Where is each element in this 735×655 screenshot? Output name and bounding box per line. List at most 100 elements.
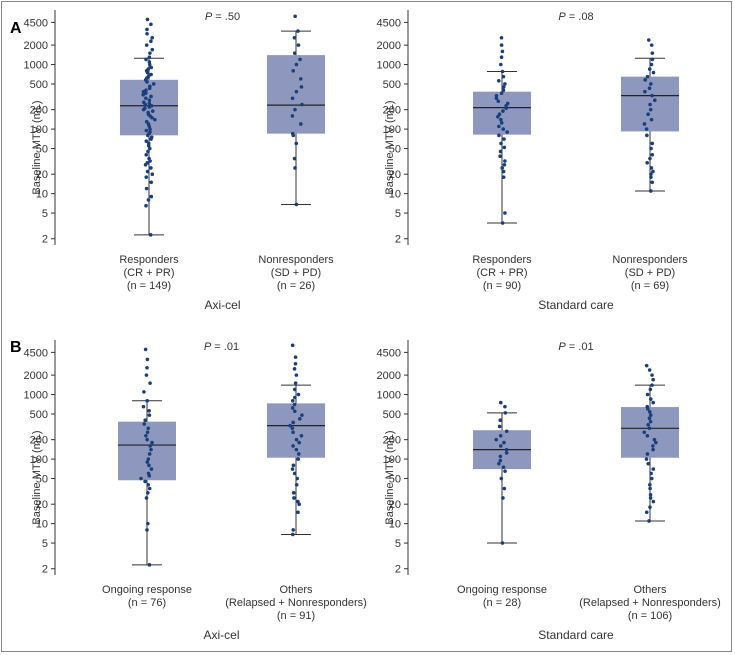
data-point: [292, 402, 297, 407]
panel-letter-a: A: [10, 20, 22, 37]
data-point: [650, 180, 654, 185]
data-point: [292, 156, 297, 161]
data-point: [142, 390, 146, 394]
category-label-line: (Relapsed + Nonresponders): [579, 597, 721, 609]
panel-letter-b: B: [10, 339, 22, 356]
data-point: [147, 156, 151, 161]
data-point: [494, 96, 499, 101]
data-point: [146, 110, 150, 115]
category-label-line: (n = 76): [128, 597, 166, 609]
data-point: [500, 69, 505, 74]
data-point: [293, 361, 298, 366]
data-point: [293, 166, 297, 170]
data-point: [499, 91, 504, 95]
data-point: [291, 69, 296, 73]
data-point: [499, 55, 504, 59]
data-point: [291, 532, 295, 537]
group-label: Axi-cel: [204, 298, 240, 312]
chart-panel-a-1: 2 5 10 20 50 100 200 500 1000 2000 4500 Baseline MT…: [24, 10, 334, 312]
data-point: [642, 122, 647, 126]
data-point: [294, 373, 299, 377]
data-point: [143, 418, 147, 423]
data-point: [293, 107, 297, 112]
data-point: [141, 404, 146, 409]
data-point: [645, 404, 650, 409]
data-point: [648, 156, 652, 161]
data-point: [293, 355, 298, 359]
data-point: [296, 29, 300, 33]
data-point: [150, 172, 155, 177]
data-point: [148, 233, 153, 237]
data-point: [291, 491, 296, 495]
data-point: [501, 109, 505, 113]
data-point: [149, 22, 153, 27]
data-point: [299, 85, 304, 89]
data-point: [501, 74, 506, 79]
data-point: [498, 154, 502, 159]
data-point: [651, 377, 655, 382]
y-tick-label: 5: [395, 538, 401, 550]
category-label-line: (SD + PD): [625, 267, 675, 279]
data-point: [650, 57, 655, 62]
data-point: [648, 397, 653, 401]
data-point: [290, 406, 295, 410]
category-2: Others(Relapsed + Nonresponders)(n = 91): [225, 343, 367, 622]
data-point: [145, 399, 150, 403]
data-point: [644, 363, 649, 368]
category-label-line: (Relapsed + Nonresponders): [225, 597, 367, 609]
data-point: [645, 161, 649, 165]
y-tick-label: 100: [383, 454, 401, 466]
data-point: [144, 128, 149, 133]
data-point: [498, 418, 503, 423]
data-point: [294, 141, 299, 146]
data-point: [294, 482, 299, 487]
data-point: [650, 93, 654, 98]
category-2: Others(Relapsed + Nonresponders)(n = 106…: [579, 363, 721, 622]
data-point: [494, 93, 499, 98]
data-point: [294, 447, 299, 452]
data-point: [501, 85, 506, 89]
data-point: [644, 457, 649, 461]
iqr-box: [473, 91, 531, 135]
y-tick-label: 50: [389, 144, 401, 156]
data-point: [652, 437, 657, 442]
data-point: [150, 47, 155, 52]
data-point: [502, 486, 507, 491]
data-point: [144, 152, 149, 157]
data-point: [497, 461, 501, 466]
data-point: [149, 72, 153, 77]
chart-panel-b-3: 2 5 10 20 50 100 200 500 1000 2000 4500 Baseline MT…: [24, 340, 367, 642]
data-point: [294, 62, 299, 67]
data-point: [144, 88, 148, 93]
data-point: [647, 410, 652, 414]
data-point: [150, 440, 154, 445]
data-point: [153, 117, 157, 122]
category-label-line: Others: [279, 584, 313, 596]
chart-panel-b-4: 2 5 10 20 50 100 200 500 1000 2000 4500 Baseline MT…: [377, 340, 721, 642]
y-tick-label: 2: [42, 234, 48, 246]
y-tick-label: 200: [383, 435, 401, 447]
data-point: [499, 43, 504, 47]
data-point: [142, 422, 147, 426]
y-tick-label: 500: [30, 79, 48, 91]
data-point: [505, 101, 510, 106]
data-point: [293, 387, 297, 392]
data-point: [647, 416, 652, 421]
data-point: [653, 98, 657, 103]
data-point: [300, 413, 304, 417]
data-point: [649, 62, 654, 67]
y-tick-label: 4500: [377, 17, 401, 29]
data-point: [145, 31, 149, 36]
data-point: [502, 440, 506, 445]
y-tick-label: 20: [389, 169, 401, 181]
data-point: [494, 437, 499, 442]
data-point: [299, 122, 303, 126]
data-point: [649, 146, 653, 151]
iqr-box: [267, 55, 325, 134]
data-point: [648, 505, 652, 509]
data-point: [497, 133, 501, 138]
data-point: [139, 476, 143, 481]
y-tick-label: 500: [383, 79, 401, 91]
data-point: [147, 55, 152, 59]
